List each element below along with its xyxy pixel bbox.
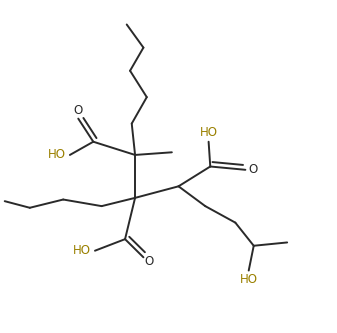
Text: O: O bbox=[145, 255, 154, 268]
Text: HO: HO bbox=[73, 244, 91, 257]
Text: O: O bbox=[74, 104, 83, 117]
Text: HO: HO bbox=[240, 273, 258, 286]
Text: HO: HO bbox=[200, 126, 218, 139]
Text: O: O bbox=[248, 163, 257, 176]
Text: HO: HO bbox=[48, 149, 66, 162]
